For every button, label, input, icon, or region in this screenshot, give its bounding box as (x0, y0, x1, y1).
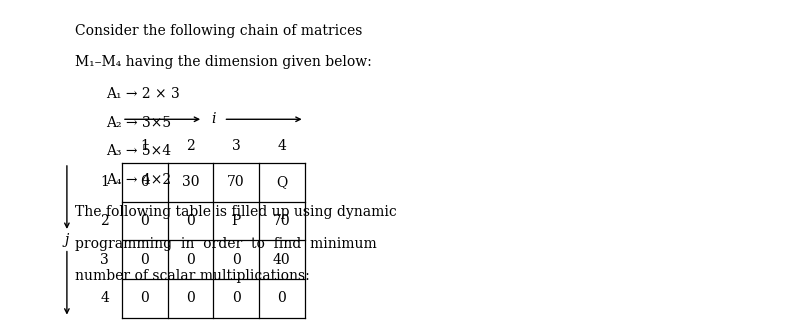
Text: 3: 3 (100, 253, 109, 266)
Text: 0: 0 (140, 253, 150, 266)
Text: 2: 2 (186, 139, 195, 153)
Text: A₁ → 2 × 3: A₁ → 2 × 3 (106, 87, 180, 101)
Text: Consider the following chain of matrices: Consider the following chain of matrices (75, 24, 362, 38)
Text: 0: 0 (277, 291, 286, 305)
Text: 2: 2 (100, 214, 109, 228)
Text: The following table is filled up using dynamic: The following table is filled up using d… (75, 205, 397, 219)
Text: j: j (65, 233, 69, 247)
Text: 0: 0 (231, 291, 241, 305)
Text: 30: 30 (182, 175, 199, 189)
Text: 4: 4 (100, 291, 109, 305)
Text: 0: 0 (140, 214, 150, 228)
Text: A₄ → 4×2: A₄ → 4×2 (106, 173, 172, 187)
Text: P: P (231, 214, 241, 228)
Text: 1: 1 (100, 175, 109, 189)
Text: 0: 0 (140, 291, 150, 305)
Text: 0: 0 (186, 291, 195, 305)
Text: 0: 0 (231, 253, 241, 266)
Text: 70: 70 (273, 214, 290, 228)
Text: 70: 70 (227, 175, 245, 189)
Text: 40: 40 (273, 253, 290, 266)
Text: Q: Q (276, 175, 287, 189)
Text: 0: 0 (140, 175, 150, 189)
Text: i: i (211, 112, 216, 126)
Text: 1: 1 (140, 139, 150, 153)
Text: 0: 0 (186, 214, 195, 228)
Text: 3: 3 (231, 139, 241, 153)
Text: M₁–M₄ having the dimension given below:: M₁–M₄ having the dimension given below: (75, 55, 371, 70)
Text: number of scalar multiplications:: number of scalar multiplications: (75, 269, 309, 283)
Text: A₂ → 3×5: A₂ → 3×5 (106, 116, 172, 130)
Text: A₃ → 5×4: A₃ → 5×4 (106, 144, 172, 159)
Text: 0: 0 (186, 253, 195, 266)
Text: programming  in  order  to  find  minimum: programming in order to find minimum (75, 237, 376, 251)
Text: 4: 4 (277, 139, 286, 153)
